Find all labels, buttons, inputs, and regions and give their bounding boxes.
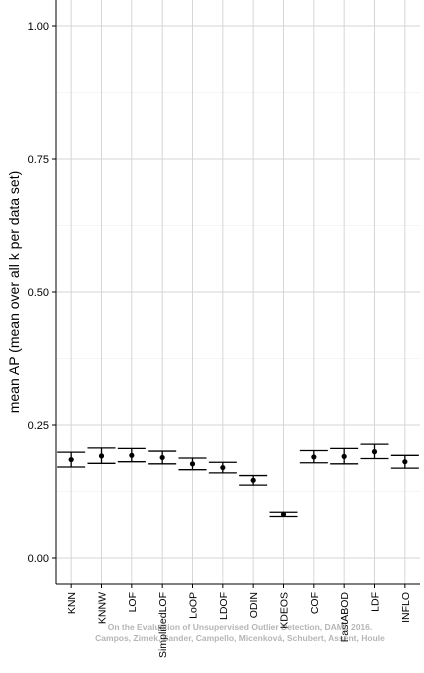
y-tick-label: 1.00	[28, 21, 49, 33]
x-tick-label: FastABOD	[339, 592, 351, 643]
x-tick-label: INFLO	[400, 592, 412, 623]
errorbar-odin	[239, 474, 268, 486]
errorbar-ldof	[208, 461, 237, 474]
mean-point	[220, 464, 226, 471]
errorbar-cof	[299, 449, 328, 464]
mean-point	[98, 453, 105, 459]
errorbar-loop	[178, 457, 207, 471]
mean-point	[68, 456, 74, 463]
errorbar-knn	[57, 451, 86, 468]
mean-point	[129, 452, 135, 458]
mean-point	[250, 477, 256, 483]
errorbar-ldf	[360, 443, 389, 460]
y-tick-label: 0.25	[28, 420, 49, 432]
errorbar-simplifiedlof	[148, 450, 177, 465]
errorbar-fastabod	[330, 447, 359, 465]
mean-point	[311, 454, 317, 460]
x-tick-label: KDEOS	[279, 592, 291, 629]
x-tick-label: LOF	[127, 592, 139, 612]
error-bars	[57, 443, 419, 518]
x-tick-label: LoOP	[188, 592, 200, 619]
mean-point	[280, 511, 287, 517]
mean-point	[189, 461, 196, 467]
grid	[56, 0, 420, 584]
y-tick-label: 0.50	[28, 287, 49, 299]
x-tick-label: ODIN	[248, 592, 260, 618]
x-tick-label: KNN	[66, 592, 78, 614]
errorbar-inflo	[390, 454, 419, 469]
mean-point	[341, 453, 347, 459]
x-tick-label: COF	[309, 592, 321, 614]
x-tick-label: KNNW	[97, 592, 109, 624]
y-tick-label: 0.00	[28, 553, 49, 565]
mean-point	[402, 459, 408, 465]
mean-point	[159, 454, 165, 461]
axes: 0.00 0.25 0.50 0.75 1.00 KNN KNNW LOF Simplified…	[28, 0, 420, 658]
errorbar-kdeos	[269, 511, 298, 518]
errorbar-knnw	[87, 447, 116, 464]
x-tick-label: SimplifiedLOF	[157, 592, 169, 658]
y-tick-label: 0.75	[28, 154, 49, 166]
x-tick-label: LDOF	[218, 592, 230, 620]
x-tick-label: LDF	[370, 592, 382, 612]
errorbar-lof	[117, 447, 146, 463]
y-axis-label: mean AP (mean over all k per data set)	[6, 171, 22, 414]
mean-point	[371, 449, 378, 455]
